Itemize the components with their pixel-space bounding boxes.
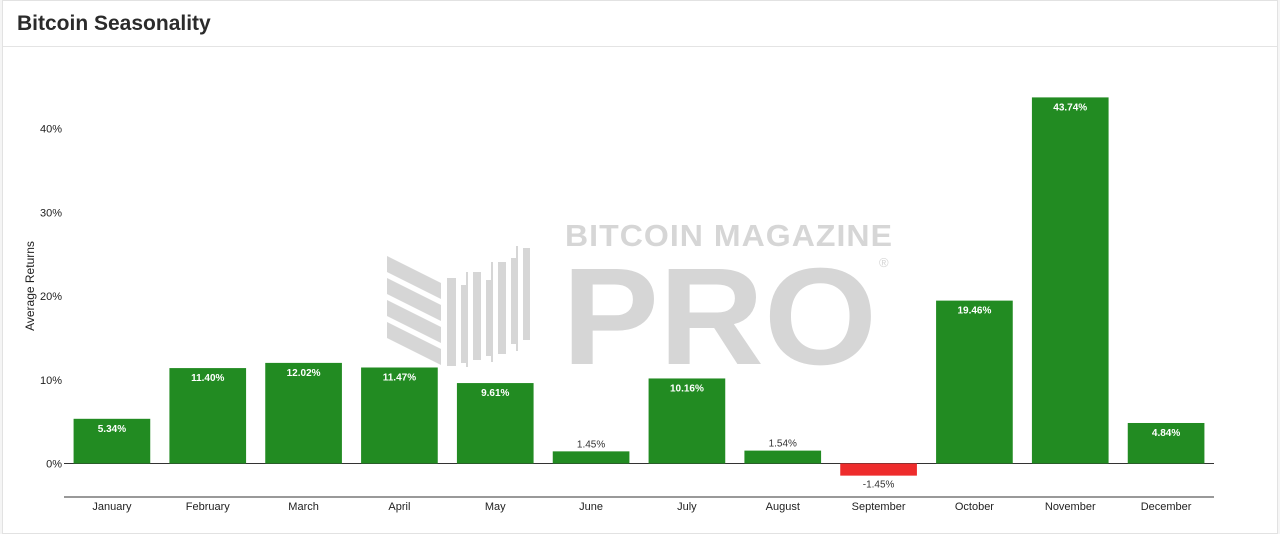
- x-tick-label: April: [388, 501, 410, 513]
- x-tick-label: August: [766, 501, 800, 513]
- bar-september[interactable]: [840, 463, 917, 476]
- watermark-main-text: PRO: [562, 240, 877, 394]
- data-label: 11.47%: [383, 372, 416, 383]
- x-tick-label: September: [852, 501, 906, 513]
- panel-header: Bitcoin Seasonality: [3, 1, 1277, 47]
- y-tick-label: 40%: [40, 124, 62, 136]
- bar-december[interactable]: [1127, 422, 1205, 464]
- x-tick-label: October: [955, 501, 994, 513]
- y-axis-label: Average Returns: [23, 241, 37, 331]
- watermark-top-text: BITCOIN MAGAZINE: [565, 218, 893, 253]
- data-label: 12.02%: [287, 368, 321, 379]
- bar-august[interactable]: [744, 450, 822, 464]
- x-tick-label: December: [1141, 501, 1192, 513]
- data-label: -1.45%: [863, 480, 895, 491]
- bar-february[interactable]: [169, 368, 247, 464]
- watermark-registered-mark: ®: [879, 255, 889, 270]
- x-tick-label: July: [677, 501, 697, 513]
- bar-april[interactable]: [361, 367, 438, 464]
- x-tick-label: May: [485, 501, 506, 513]
- data-label: 10.16%: [670, 383, 704, 394]
- bar-may[interactable]: [456, 383, 534, 464]
- y-tick-label: 30%: [40, 207, 62, 219]
- data-label: 11.40%: [191, 373, 224, 384]
- data-label: 1.45%: [577, 439, 605, 450]
- bar-january[interactable]: [73, 418, 151, 464]
- x-tick-label: June: [579, 501, 603, 513]
- y-tick-label: 10%: [40, 375, 62, 387]
- bar-june[interactable]: [552, 451, 630, 464]
- x-tick-label: January: [92, 501, 132, 513]
- data-label: 1.54%: [769, 439, 797, 450]
- axes: 0% 10% 20% 30% 40% January February March April M…: [40, 124, 1214, 513]
- data-label: 19.46%: [957, 306, 991, 317]
- bar-october[interactable]: [936, 300, 1013, 464]
- y-tick-label: 20%: [40, 291, 62, 303]
- data-label: 43.74%: [1053, 102, 1087, 113]
- x-tick-label: March: [288, 501, 319, 513]
- bars: 5.34% 11.40% 12.02% 11.47% 9.61% 1.45% 10.16% 1…: [73, 97, 1205, 491]
- data-label: 5.34%: [98, 424, 126, 435]
- bitcoin-magazine-pro-watermark: BITCOIN MAGAZINE PRO ®: [387, 218, 893, 394]
- x-tick-label: February: [186, 501, 231, 513]
- bar-july[interactable]: [648, 378, 726, 464]
- chart-title: Bitcoin Seasonality: [17, 11, 211, 35]
- watermark-logo-icon: [387, 246, 530, 367]
- bar-november[interactable]: [1031, 97, 1109, 464]
- x-tick-label: November: [1045, 501, 1096, 513]
- data-label: 9.61%: [481, 388, 509, 399]
- data-label: 4.84%: [1152, 428, 1180, 439]
- bar-march[interactable]: [265, 362, 342, 464]
- y-tick-label: 0%: [46, 459, 62, 471]
